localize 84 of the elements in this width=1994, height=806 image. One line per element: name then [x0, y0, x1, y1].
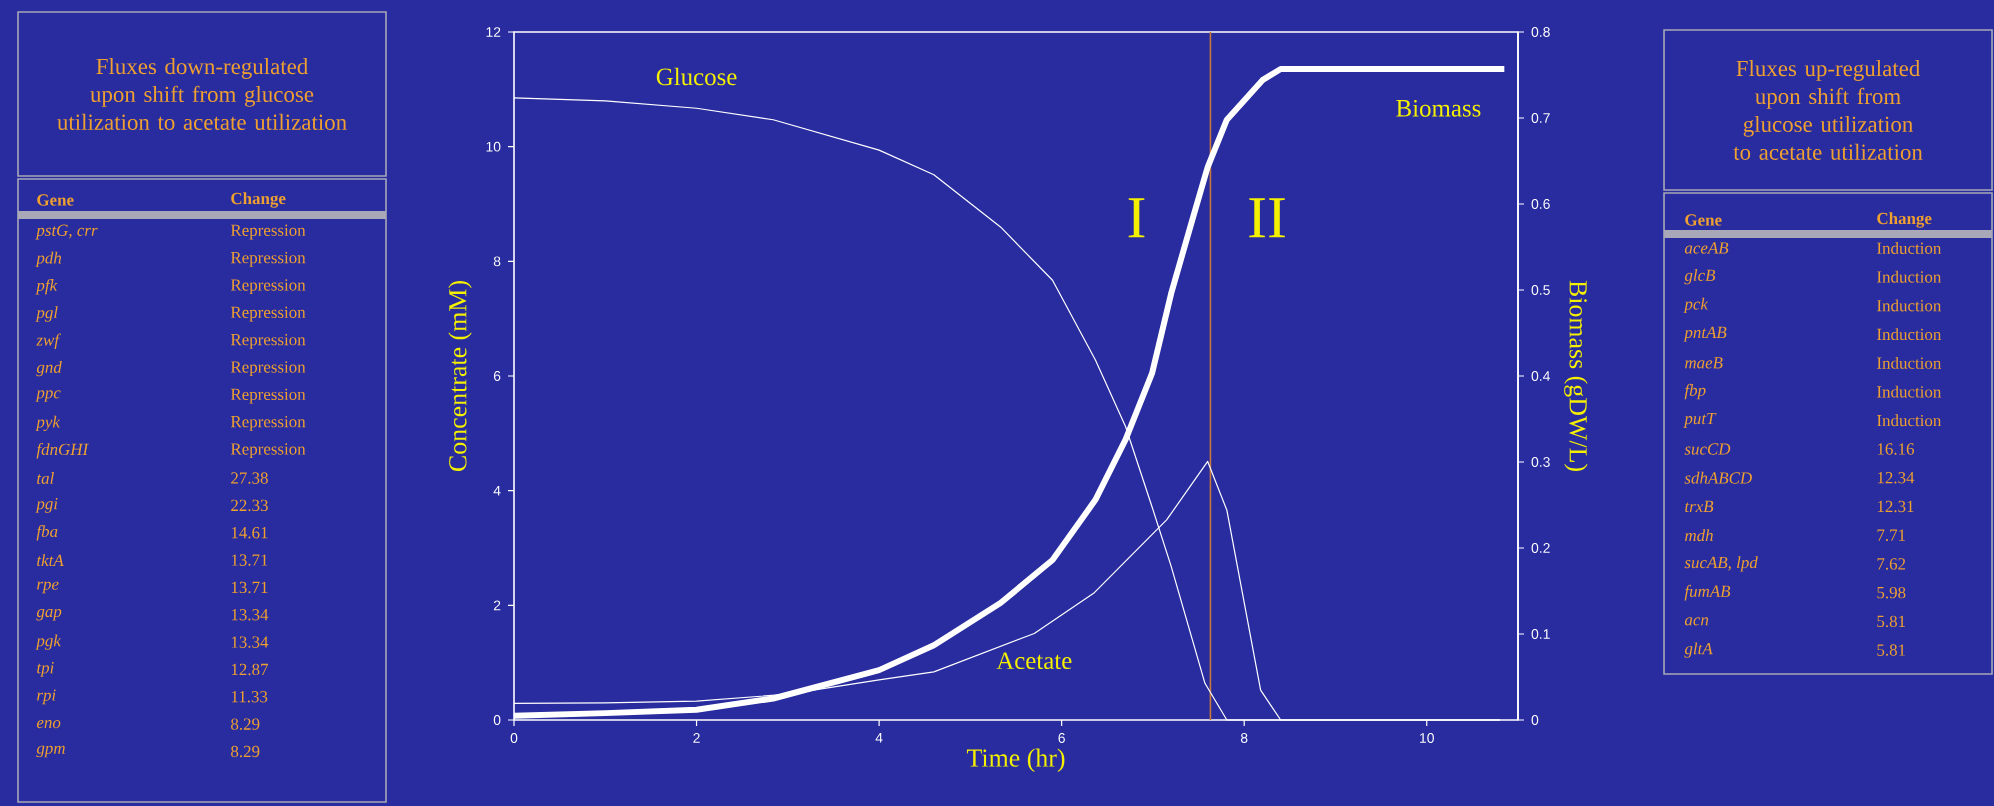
text: 16.16: [1877, 443, 1915, 455]
text: 22.33: [231, 499, 268, 512]
text: pyk: [35, 415, 61, 432]
text: Change: [1877, 212, 1932, 228]
text: 5.98: [1877, 586, 1906, 599]
text: aceAB: [1684, 242, 1729, 254]
text: 12.31: [1877, 500, 1914, 513]
text: Induction: [1877, 385, 1942, 398]
series-label: Biomass: [1396, 99, 1481, 117]
text: pntAB: [1683, 326, 1727, 342]
text: Change: [231, 192, 286, 208]
annotation: I: [1128, 198, 1145, 238]
text: 5.81: [1877, 615, 1906, 628]
text: mdh: [1685, 529, 1713, 542]
text: Repression: [230, 224, 306, 240]
text: tal: [37, 472, 54, 485]
text: Induction: [1877, 356, 1942, 369]
text: Repression: [230, 388, 306, 404]
text: pck: [1683, 297, 1709, 314]
text: fdnGHI: [36, 442, 89, 459]
text: Fluxes up-regulated upon shift from glucose utilization to acetate utilization: [1733, 60, 1923, 160]
text: glcB: [1684, 269, 1716, 285]
series-label: Acetate: [996, 652, 1072, 670]
text: fumAB: [1684, 584, 1731, 601]
text: 8.29: [231, 745, 260, 758]
text: trxB: [1685, 500, 1714, 513]
text: Gene: [37, 194, 74, 206]
text: pgk: [35, 634, 62, 650]
text: 13.34: [231, 636, 269, 648]
text: pstG, crr: [35, 224, 98, 240]
text: Repression: [230, 333, 306, 349]
text: 12.34: [1877, 472, 1915, 484]
text: Repression: [230, 251, 306, 267]
text: Induction: [1877, 299, 1942, 312]
text: 13.71: [231, 554, 268, 566]
text: Repression: [230, 443, 306, 459]
text: gnd: [36, 361, 62, 377]
text: sdhABCD: [1684, 471, 1752, 484]
text: Repression: [230, 361, 306, 377]
text: zwf: [36, 333, 61, 350]
text: putT: [1683, 412, 1717, 428]
text: rpe: [37, 581, 59, 594]
y-axis-title: Concentrate (mM): [448, 281, 472, 471]
text: Fluxes down-regulated upon shift from glucose utilization to acetate utilization: [57, 58, 347, 130]
text: Gene: [1685, 214, 1722, 226]
text: 7.71: [1877, 529, 1906, 541]
text: tpi: [37, 662, 54, 677]
text: Repression: [230, 279, 306, 295]
text: eno: [36, 720, 61, 729]
text: gpm: [36, 745, 65, 758]
annotation: II: [1249, 198, 1285, 238]
text: tktA: [37, 554, 64, 567]
text: fbp: [1684, 383, 1706, 400]
text: 14.61: [231, 527, 268, 539]
text: Induction: [1877, 242, 1942, 254]
text: Induction: [1877, 270, 1942, 283]
text: acn: [1684, 617, 1709, 626]
text: Repression: [230, 415, 306, 431]
series-label: Glucose: [656, 67, 737, 86]
text: pgi: [35, 497, 58, 513]
text: pgl: [35, 306, 58, 322]
text: 7.62: [1877, 558, 1906, 570]
text: Repression: [230, 306, 306, 322]
text: pdh: [35, 251, 62, 268]
text: Induction: [1877, 414, 1942, 427]
text: ppc: [35, 390, 61, 402]
x-axis-title: Time (hr): [966, 748, 1065, 773]
text: rpi: [37, 689, 56, 705]
text: gltA: [1684, 642, 1713, 658]
text: pfk: [35, 278, 58, 295]
text: sucAB, lpd: [1684, 556, 1758, 572]
text: 5.81: [1877, 644, 1906, 656]
text: Induction: [1877, 328, 1942, 341]
text: 27.38: [231, 472, 268, 484]
text: sucCD: [1684, 443, 1731, 455]
y2-axis-title: Biomass (gDW/L): [1564, 280, 1588, 471]
text: fba: [36, 524, 58, 541]
text: 11.33: [231, 691, 268, 703]
text: gap: [36, 608, 62, 621]
text: maeB: [1685, 357, 1723, 369]
text: 8.29: [231, 718, 260, 730]
text: 12.87: [231, 663, 269, 676]
text: 13.34: [231, 609, 269, 621]
text: 13.71: [231, 581, 268, 594]
